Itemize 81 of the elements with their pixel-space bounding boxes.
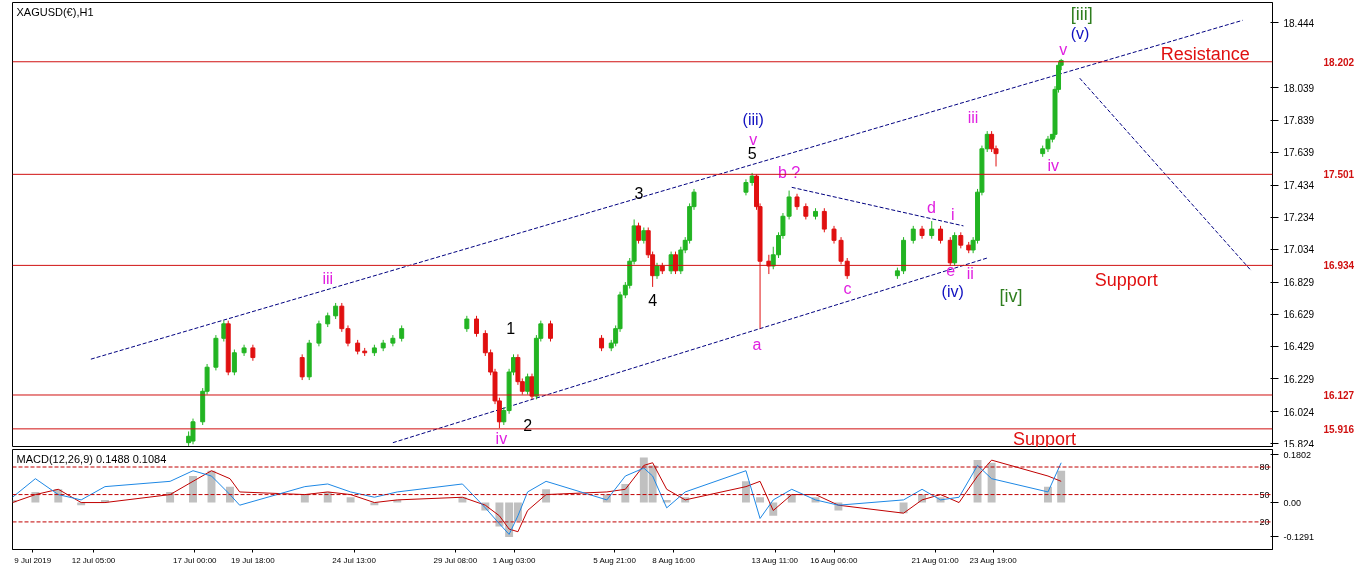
y-tick-label: 17.234 xyxy=(1283,212,1315,224)
annotation: 20 xyxy=(1259,516,1270,527)
x-tick-label: 24 Jul 13:00 xyxy=(332,555,377,565)
x-tick-label: 8 Aug 16:00 xyxy=(652,555,696,565)
annotation: e xyxy=(946,261,956,279)
candlestick xyxy=(821,207,827,233)
annotation: v xyxy=(1059,40,1068,58)
annotation: c xyxy=(843,279,852,297)
y-tick-label: 17.034 xyxy=(1283,244,1315,256)
candlestick xyxy=(838,236,844,265)
x-tick-label: 16 Aug 06:00 xyxy=(810,555,858,565)
y-tick-label: 16.024 xyxy=(1283,406,1315,418)
annotation: (v) xyxy=(1070,25,1090,43)
y-tick-label: 17.839 xyxy=(1283,115,1315,127)
x-tick-label: 9 Jul 2019 xyxy=(14,555,52,565)
y-tick-label: -0.1291 xyxy=(1283,531,1315,542)
ref-line-label: 15.916 xyxy=(1323,423,1355,435)
bar xyxy=(756,497,765,503)
x-tick-label: 29 Jul 08:00 xyxy=(433,555,478,565)
annotation: d xyxy=(926,199,936,217)
y-tick-label: 17.434 xyxy=(1283,180,1315,192)
annotation: v xyxy=(749,130,758,148)
y-tick-label: 0.00 xyxy=(1283,497,1302,508)
bar xyxy=(189,476,197,503)
annotation: [iv] xyxy=(999,285,1023,306)
y-tick-label: 18.039 xyxy=(1283,82,1315,94)
annotation: 50 xyxy=(1259,489,1270,500)
y-tick-label: 16.229 xyxy=(1283,373,1315,385)
candlestick xyxy=(241,344,247,357)
ref-line-label: 16.127 xyxy=(1323,389,1355,401)
candlestick xyxy=(316,320,322,347)
candlestick xyxy=(548,320,553,343)
y-tick-label: 16.829 xyxy=(1283,277,1315,289)
annotation: Support xyxy=(1094,270,1158,291)
annotation: i xyxy=(950,206,955,224)
annotation: ii xyxy=(966,264,974,282)
annotation: (iv) xyxy=(941,282,964,300)
chart-title: MACD(12,26,9) 0.1488 0.1084 xyxy=(16,452,167,465)
annotation: iii xyxy=(967,109,979,127)
x-tick-label: 12 Jul 05:00 xyxy=(71,555,116,565)
y-tick-label: 18.444 xyxy=(1283,17,1315,29)
annotation: [iii] xyxy=(1070,4,1093,25)
chart-title: XAGUSD(€),H1 xyxy=(16,5,94,18)
candlestick xyxy=(221,320,227,343)
x-tick-label: 17 Jul 00:00 xyxy=(172,555,218,565)
candlestick xyxy=(390,334,396,347)
ref-line-label: 18.202 xyxy=(1323,56,1355,68)
annotation: Resistance xyxy=(1160,44,1250,65)
y-tick-label: 16.629 xyxy=(1283,309,1315,321)
candlestick xyxy=(299,353,305,381)
annotation: 1 xyxy=(506,320,516,338)
candlestick xyxy=(231,349,237,376)
y-tick-label: 17.639 xyxy=(1283,147,1315,159)
x-tick-label: 5 Aug 21:00 xyxy=(593,555,637,565)
annotation: 4 xyxy=(648,291,658,309)
candlestick xyxy=(844,257,850,280)
y-tick-label: 16.429 xyxy=(1283,341,1315,353)
x-tick-label: 1 Aug 03:00 xyxy=(492,555,537,565)
bar xyxy=(987,462,996,503)
annotation: iv xyxy=(1047,157,1059,175)
x-tick-label: 21 Aug 01:00 xyxy=(911,555,960,565)
annotation: iv xyxy=(495,430,508,448)
x-tick-label: 19 Jul 18:00 xyxy=(231,555,276,565)
ref-line-label: 17.501 xyxy=(1323,169,1355,181)
y-tick-label: 0.1802 xyxy=(1283,449,1312,460)
annotation: 80 xyxy=(1259,462,1270,473)
x-tick-label: 23 Aug 19:00 xyxy=(969,555,1018,565)
bar xyxy=(1057,470,1066,503)
candlestick xyxy=(474,315,480,338)
annotation: 3 xyxy=(634,185,644,203)
bar xyxy=(787,494,796,503)
annotation: iii xyxy=(322,269,334,287)
bar xyxy=(300,494,309,503)
candlestick xyxy=(636,222,642,245)
ref-line-label: 16.934 xyxy=(1323,260,1355,272)
annotation: (iii) xyxy=(742,111,764,129)
x-tick-label: 13 Aug 11:00 xyxy=(751,555,799,565)
y-tick-label: 15.824 xyxy=(1283,438,1315,450)
bar xyxy=(346,497,355,503)
annotation: 5 xyxy=(747,145,757,163)
annotation: a xyxy=(752,336,762,354)
